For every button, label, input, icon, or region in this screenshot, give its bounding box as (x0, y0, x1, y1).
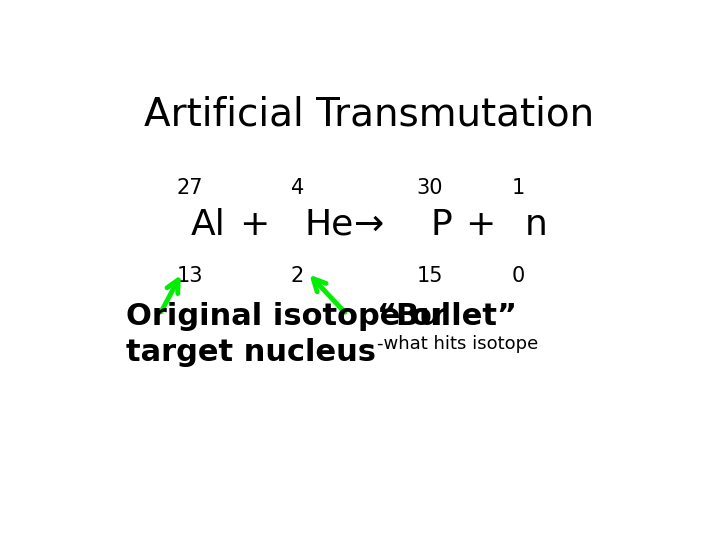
Text: Artificial Transmutation: Artificial Transmutation (144, 96, 594, 134)
Text: “Bullet”: “Bullet” (377, 302, 518, 331)
Text: 1: 1 (511, 178, 525, 198)
Text: -what hits isotope: -what hits isotope (377, 335, 539, 353)
Text: 4: 4 (291, 178, 304, 198)
Text: 2: 2 (291, 266, 304, 286)
Text: Original isotope or
target nucleus: Original isotope or target nucleus (126, 302, 447, 367)
Text: +: + (465, 208, 496, 242)
Text: P: P (431, 208, 452, 242)
Text: Al: Al (190, 208, 225, 242)
Text: He: He (305, 208, 354, 242)
Text: n: n (526, 208, 548, 242)
Text: 27: 27 (176, 178, 203, 198)
Text: +: + (240, 208, 270, 242)
Text: →: → (354, 208, 384, 242)
Text: 30: 30 (416, 178, 443, 198)
Text: 13: 13 (176, 266, 203, 286)
Text: 0: 0 (511, 266, 525, 286)
Text: 15: 15 (416, 266, 443, 286)
